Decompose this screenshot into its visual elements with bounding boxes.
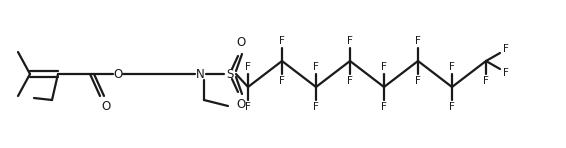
Text: S: S (226, 67, 234, 81)
Text: F: F (347, 76, 353, 86)
Text: F: F (503, 44, 509, 54)
Text: O: O (101, 99, 110, 112)
Text: F: F (279, 36, 285, 46)
Text: F: F (313, 62, 319, 72)
Text: F: F (503, 68, 509, 78)
Text: N: N (196, 67, 204, 81)
Text: F: F (449, 62, 455, 72)
Text: O: O (113, 67, 123, 81)
Text: F: F (245, 102, 251, 112)
Text: F: F (279, 76, 285, 86)
Text: F: F (449, 102, 455, 112)
Text: F: F (415, 36, 421, 46)
Text: F: F (381, 102, 387, 112)
Text: F: F (415, 76, 421, 86)
Text: F: F (313, 102, 319, 112)
Text: O: O (237, 99, 246, 111)
Text: F: F (483, 76, 489, 86)
Text: F: F (381, 62, 387, 72)
Text: O: O (237, 37, 246, 49)
Text: F: F (245, 62, 251, 72)
Text: F: F (347, 36, 353, 46)
